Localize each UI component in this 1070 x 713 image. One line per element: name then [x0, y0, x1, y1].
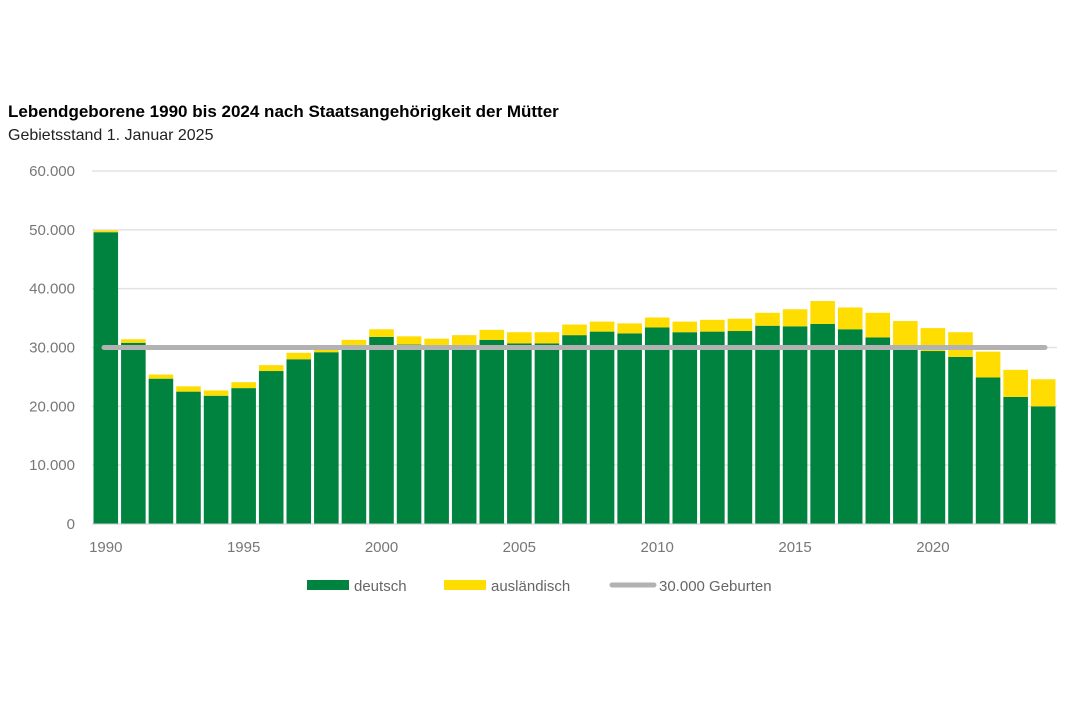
bar-deutsch-2021: [948, 356, 973, 524]
bar-auslaendisch-2018: [865, 312, 891, 338]
bar-auslaendisch-2011: [672, 321, 698, 333]
bar-deutsch-2011: [672, 332, 698, 524]
legend-swatch-deutsch: [307, 580, 349, 590]
bar-auslaendisch-2016: [810, 301, 835, 324]
bar-auslaendisch-2021: [948, 332, 973, 357]
bar-deutsch-2010: [644, 327, 670, 524]
bar-deutsch-2022: [975, 377, 1001, 524]
bar-deutsch-2009: [617, 333, 642, 524]
bar-auslaendisch-2022: [975, 351, 1001, 378]
bar-deutsch-2006: [534, 343, 560, 524]
bar-deutsch-2005: [507, 343, 532, 524]
bar-deutsch-2018: [865, 337, 891, 524]
bar-auslaendisch-2019: [893, 321, 918, 347]
bar-deutsch-1997: [286, 359, 312, 524]
bar-auslaendisch-1998: [314, 348, 339, 353]
bar-deutsch-1999: [341, 346, 367, 524]
legend-label-reference: 30.000 Geburten: [659, 578, 772, 595]
bar-deutsch-1996: [258, 371, 284, 524]
bar-auslaendisch-1991: [121, 339, 146, 343]
bar-auslaendisch-2024: [1030, 379, 1056, 407]
bar-deutsch-2016: [810, 323, 835, 524]
bar-deutsch-2013: [727, 331, 753, 524]
bar-auslaendisch-2004: [479, 329, 505, 340]
bar-deutsch-2004: [479, 339, 505, 524]
legend: deutsch ausländisch 30.000 Geburten: [307, 578, 772, 595]
y-tick-label: 0: [67, 516, 75, 533]
bar-deutsch-2015: [782, 326, 808, 524]
bar-auslaendisch-1992: [148, 374, 174, 379]
bar-deutsch-2003: [451, 345, 477, 524]
y-tick-label: 60.000: [29, 163, 75, 180]
y-tick-label: 40.000: [29, 281, 75, 298]
bar-auslaendisch-2000: [369, 329, 394, 337]
bar-auslaendisch-1994: [203, 390, 229, 396]
y-tick-label: 30.000: [29, 340, 75, 357]
y-tick-label: 20.000: [29, 398, 75, 415]
bar-auslaendisch-2012: [700, 319, 725, 332]
bar-deutsch-2017: [837, 329, 863, 524]
bar-auslaendisch-2023: [1003, 369, 1028, 397]
bar-deutsch-1991: [121, 342, 146, 524]
bar-deutsch-2000: [369, 336, 394, 524]
bar-auslaendisch-1996: [258, 365, 284, 372]
bar-auslaendisch-1999: [341, 339, 367, 347]
bar-auslaendisch-2001: [396, 336, 422, 345]
bar-auslaendisch-2009: [617, 323, 642, 334]
bar-deutsch-2001: [396, 344, 422, 524]
bar-deutsch-2020: [920, 351, 946, 524]
y-tick-label: 10.000: [29, 457, 75, 474]
bar-deutsch-2007: [562, 335, 587, 524]
bar-auslaendisch-2013: [727, 318, 753, 332]
bar-deutsch-2014: [755, 325, 780, 524]
bar-auslaendisch-2017: [837, 307, 863, 330]
bar-auslaendisch-2005: [507, 332, 532, 344]
x-tick-label: 2005: [503, 539, 536, 556]
x-tick-label: 1990: [89, 539, 122, 556]
bar-auslaendisch-2014: [755, 312, 780, 326]
bar-auslaendisch-2003: [451, 335, 477, 346]
bar-auslaendisch-1990: [93, 230, 119, 233]
bar-auslaendisch-2015: [782, 309, 808, 327]
x-tick-label: 2015: [778, 539, 811, 556]
x-tick-label: 1995: [227, 539, 260, 556]
legend-label-deutsch: deutsch: [354, 578, 407, 595]
bar-auslaendisch-1995: [231, 382, 256, 389]
bar-deutsch-1994: [203, 395, 229, 524]
bar-deutsch-1995: [231, 388, 256, 524]
y-tick-label: 50.000: [29, 222, 75, 239]
bar-deutsch-2008: [589, 331, 615, 524]
bar-deutsch-2002: [424, 348, 449, 524]
bar-deutsch-2024: [1030, 406, 1056, 524]
bar-auslaendisch-2006: [534, 332, 560, 344]
bar-deutsch-1993: [176, 391, 201, 524]
bar-auslaendisch-2007: [562, 324, 587, 336]
chart-subtitle: Gebietsstand 1. Januar 2025: [8, 127, 214, 144]
x-tick-label: 2020: [916, 539, 949, 556]
legend-swatch-auslaendisch: [444, 580, 486, 590]
x-tick-label: 2000: [365, 539, 398, 556]
bar-deutsch-2012: [700, 331, 725, 524]
legend-label-auslaendisch: ausländisch: [491, 578, 570, 595]
bar-auslaendisch-2002: [424, 338, 449, 349]
bar-deutsch-1998: [314, 352, 339, 524]
bar-deutsch-1990: [93, 232, 119, 525]
bar-auslaendisch-1997: [286, 352, 312, 360]
x-tick-label: 2010: [641, 539, 674, 556]
bar-auslaendisch-2008: [589, 321, 615, 332]
bar-deutsch-2019: [893, 346, 918, 524]
chart-title: Lebendgeborene 1990 bis 2024 nach Staats…: [8, 102, 559, 121]
bar-auslaendisch-2010: [644, 317, 670, 328]
bar-auslaendisch-1993: [176, 386, 201, 392]
bar-deutsch-1992: [148, 378, 174, 524]
bar-deutsch-2023: [1003, 396, 1028, 524]
